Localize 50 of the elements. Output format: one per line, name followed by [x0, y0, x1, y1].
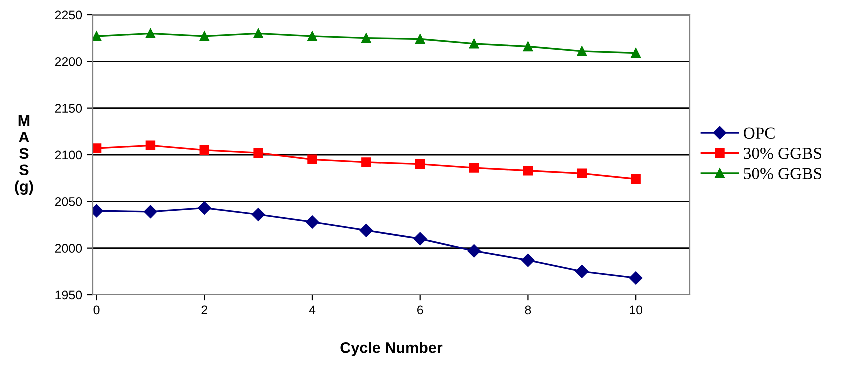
y-tick-label: 2150 [55, 104, 82, 113]
y-tick-label: 2000 [55, 244, 82, 253]
legend-label: 50% GGBS [744, 168, 822, 180]
point [93, 144, 102, 154]
point [362, 33, 372, 44]
point [523, 42, 534, 52]
point [362, 158, 372, 168]
x-tick-label: 4 [309, 306, 316, 314]
legend-label: 30% GGBS [744, 148, 822, 160]
x-tick-label: 2 [202, 306, 208, 314]
y-axis-title: M A S S (g) [15, 115, 34, 196]
point [629, 272, 643, 285]
point [631, 48, 641, 58]
point [469, 39, 480, 49]
x-tick-label: 10 [630, 306, 643, 315]
point [146, 140, 156, 151]
x-tick-label: 0 [94, 306, 100, 315]
point [577, 168, 587, 179]
point [415, 159, 426, 170]
point [146, 28, 156, 39]
point [523, 166, 534, 176]
point [200, 145, 210, 156]
y-tick-label: 2250 [55, 10, 82, 20]
point [254, 148, 264, 158]
point [308, 32, 318, 42]
point [631, 174, 641, 184]
legend-label: OPC [744, 128, 775, 140]
point [468, 244, 481, 258]
point [198, 202, 212, 215]
point [414, 232, 427, 246]
point [469, 163, 480, 173]
y-tick-label: 2200 [55, 57, 82, 66]
y-tick-label: 2100 [55, 150, 82, 160]
x-axis-title: Cycle Number [340, 342, 443, 356]
x-tick-label: 8 [525, 306, 532, 315]
point [200, 32, 210, 42]
point [415, 34, 426, 44]
point [254, 28, 264, 39]
point [522, 254, 535, 268]
y-tick-label: 1950 [56, 290, 82, 300]
point [308, 154, 318, 165]
point [576, 265, 589, 278]
point [144, 205, 158, 219]
x-tick-label: 6 [418, 306, 424, 315]
point [577, 46, 587, 56]
y-tick-label: 2050 [55, 197, 82, 206]
point [93, 32, 102, 42]
point [360, 224, 374, 238]
point [252, 208, 266, 222]
point [306, 216, 320, 229]
